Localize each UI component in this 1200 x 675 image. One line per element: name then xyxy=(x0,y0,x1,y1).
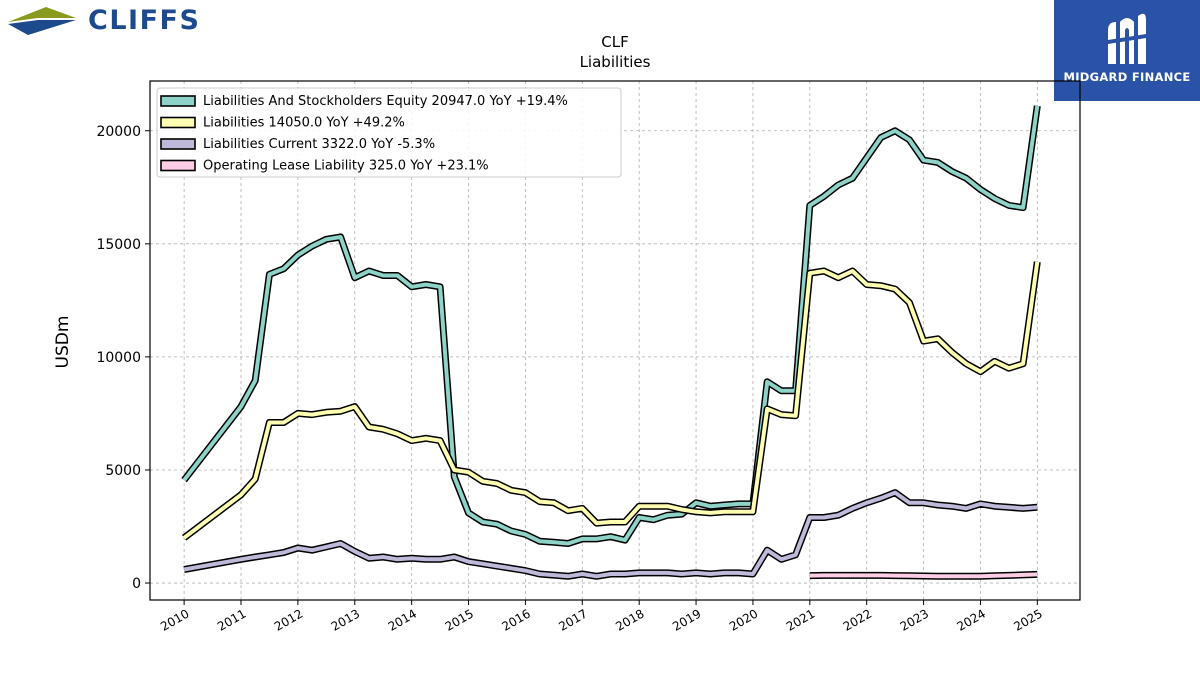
series-line-1 xyxy=(181,105,1041,547)
y-tick-label: 15000 xyxy=(96,237,141,253)
cliffs-logo: CLIFFS xyxy=(8,4,200,36)
x-tick-label: 2013 xyxy=(329,606,362,633)
midgard-m-icon xyxy=(1108,13,1146,64)
x-tick-label: 2021 xyxy=(784,606,817,633)
series-stroke xyxy=(182,105,1040,546)
x-tick-label: 2017 xyxy=(556,606,589,633)
series-stroke xyxy=(182,261,1040,540)
x-tick-label: 2022 xyxy=(841,606,874,633)
midgard-logo-text: MIDGARD FINANCE xyxy=(1063,70,1191,84)
y-tick-label: 0 xyxy=(132,576,141,592)
legend-label: Operating Lease Liability 325.0 YoY +23.… xyxy=(203,159,489,174)
cliffs-logo-text: CLIFFS xyxy=(88,4,201,36)
legend-label: Liabilities Current 3322.0 YoY -5.3% xyxy=(203,137,435,152)
y-tick-label: 5000 xyxy=(105,463,141,479)
cliffs-wing-icon xyxy=(8,7,76,35)
x-tick-label: 2011 xyxy=(215,606,248,633)
x-tick-label: 2025 xyxy=(1011,606,1044,633)
midgard-finance-logo: MIDGARD FINANCE xyxy=(1054,0,1200,101)
x-axis-ticks: 2010 2011 2012 2013 2014 2015 2016 2017 2018 2019… xyxy=(158,600,1045,634)
x-tick-label: 2019 xyxy=(670,606,703,633)
legend-swatch xyxy=(160,95,196,107)
x-tick-label: 2020 xyxy=(727,606,760,633)
x-tick-label: 2015 xyxy=(443,606,476,633)
x-tick-label: 2018 xyxy=(613,606,646,633)
legend-label: Liabilities 14050.0 YoY +49.2% xyxy=(203,116,405,131)
x-tick-label: 2012 xyxy=(272,606,305,633)
y-tick-label: 10000 xyxy=(96,350,141,366)
chart-legend: Liabilities And Stockholders Equity 2094… xyxy=(156,87,622,178)
series-stroke xyxy=(183,490,1038,579)
series-stroke xyxy=(809,572,1038,579)
y-axis-ticks: 0 5000 10000 15000 20000 xyxy=(96,124,150,592)
legend-swatch xyxy=(160,138,196,150)
x-tick-label: 2016 xyxy=(499,606,532,633)
legend-swatch xyxy=(160,159,196,172)
legend-swatch xyxy=(160,116,196,129)
series-line-4 xyxy=(809,570,1038,580)
y-tick-label: 20000 xyxy=(96,124,141,140)
x-tick-label: 2023 xyxy=(898,606,931,633)
x-tick-label: 2024 xyxy=(955,606,988,633)
series-lines xyxy=(181,105,1041,580)
x-tick-label: 2010 xyxy=(158,606,191,633)
plot-frame xyxy=(149,80,1081,601)
series-line-2 xyxy=(181,261,1041,541)
series-line-3 xyxy=(183,489,1038,580)
chart-title: CLF xyxy=(601,33,628,51)
chart-subtitle: Liabilities xyxy=(580,53,651,71)
y-axis-label: USDm xyxy=(53,316,73,369)
x-tick-label: 2014 xyxy=(386,606,419,633)
legend-label: Liabilities And Stockholders Equity 2094… xyxy=(203,94,568,109)
legend-box xyxy=(156,87,622,178)
